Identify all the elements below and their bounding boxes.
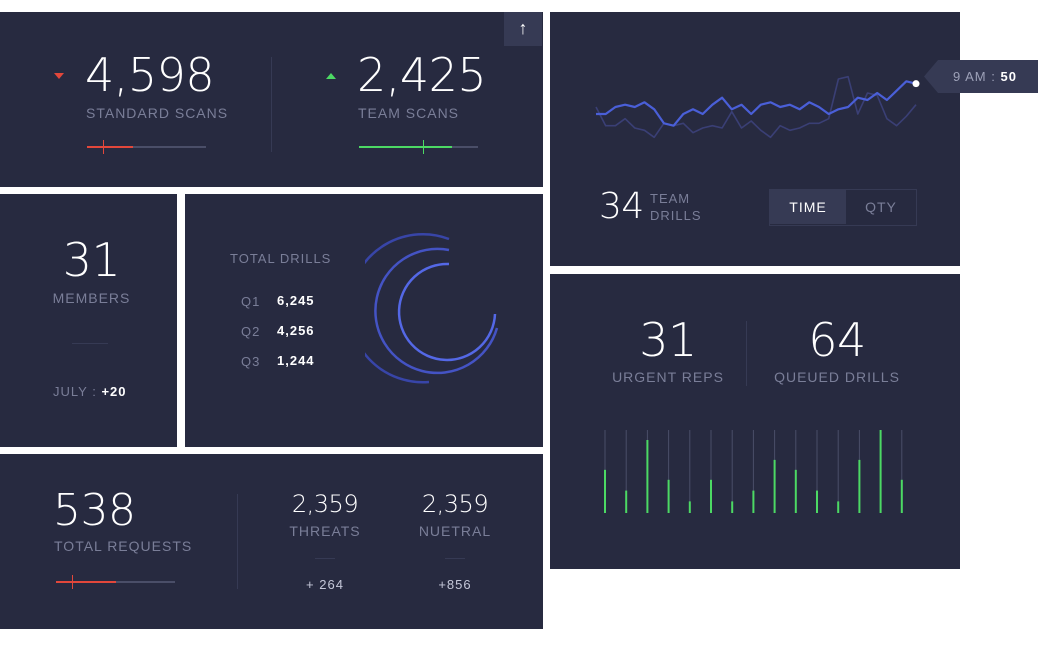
threats-label: THREATS [289,523,361,539]
scans-divider [271,57,272,152]
total-drills-title: TOTAL DRILLS [230,251,332,266]
total-requests-label: TOTAL REQUESTS [54,538,193,554]
total-requests-marker [72,575,73,589]
team-drills-card: 34 TEAM DRILLS TIME QTY [550,12,960,266]
arrow-up-icon: ↑ [518,18,528,38]
total-requests-progress [56,575,175,589]
members-delta-value: +20 [101,384,127,399]
trend-down-icon [54,73,64,79]
total-requests-value: 538 [53,485,136,536]
tooltip-value: 50 [1000,69,1017,84]
time-qty-toggle: TIME QTY [769,189,917,226]
urgent-reps-value: 31 [639,313,697,367]
drills-arc-middle [374,247,499,375]
reps-card: 31 URGENT REPS 64 QUEUED DRILLS [550,274,960,569]
queued-drills-label: QUEUED DRILLS [774,369,900,385]
neutral-divider [445,558,465,559]
members-delta-row: JULY : +20 [53,384,127,399]
total-drills-q3-label: Q3 [241,354,261,369]
team-scans-value: 2,425 [357,48,487,102]
neutral-value: 2,359 [421,490,489,518]
total-drills-q2-label: Q2 [241,324,261,339]
threats-delta: + 264 [306,577,344,592]
team-drills-value: 34 [599,186,644,227]
standard-scans-progress-fill [87,146,134,148]
scans-card: ↑ 4,598 STANDARD SCANS 2,425 TEAM SCANS [0,12,543,187]
total-requests-progress-fill [56,581,116,583]
team-drills-highlight-point[interactable] [912,80,920,88]
tooltip-text: 9 AM : 50 [953,69,1017,84]
neutral-label: NUETRAL [418,523,492,539]
tooltip-time: 9 AM : [953,69,1001,84]
team-scans-label: TEAM SCANS [358,105,460,121]
team-drills-series-2-line [595,75,917,139]
reps-bar-chart [604,430,903,513]
members-divider [72,343,108,344]
members-month-label: JULY : [53,384,102,399]
requests-divider [237,494,238,589]
team-scans-marker [423,140,424,154]
standard-scans-label: STANDARD SCANS [86,105,229,121]
team-drills-line-chart [595,75,920,139]
drills-arc-inner [397,262,497,362]
total-drills-q1-value: 6,245 [277,293,315,308]
team-scans-progress [359,140,478,154]
standard-scans-marker [103,140,104,154]
team-drills-label-line1: TEAM [650,191,691,206]
requests-card: 538 TOTAL REQUESTS 2,359 THREATS + 264 2… [0,454,543,629]
members-card: 31 MEMBERS JULY : +20 [0,194,177,447]
upload-button[interactable]: ↑ [504,12,542,46]
drills-arc-outer [365,233,450,384]
total-drills-q3-value: 1,244 [277,353,315,368]
members-value: 31 [62,233,121,287]
total-drills-q2-value: 4,256 [277,323,315,338]
team-drills-series-1-line [596,80,917,127]
reps-divider [746,321,747,386]
chart-tooltip: 9 AM : 50 [924,60,1038,93]
drills-radial-chart [365,233,499,384]
threats-value: 2,359 [291,490,359,518]
team-scans-progress-fill [359,146,452,148]
total-drills-card: TOTAL DRILLS Q1 6,245 Q2 4,256 Q3 1,244 [185,194,543,447]
standard-scans-value: 4,598 [85,48,215,102]
threats-divider [315,558,335,559]
members-label: MEMBERS [52,290,131,306]
time-toggle-button[interactable]: TIME [770,190,846,224]
queued-drills-value: 64 [808,313,866,367]
team-drills-label-line2: DRILLS [650,208,702,223]
standard-scans-progress [87,140,206,154]
neutral-delta: +856 [438,577,472,592]
tooltip-background [924,60,1038,93]
trend-up-icon [326,73,336,79]
total-drills-q1-label: Q1 [241,294,261,309]
qty-toggle-button[interactable]: QTY [865,199,897,215]
urgent-reps-label: URGENT REPS [612,369,724,385]
